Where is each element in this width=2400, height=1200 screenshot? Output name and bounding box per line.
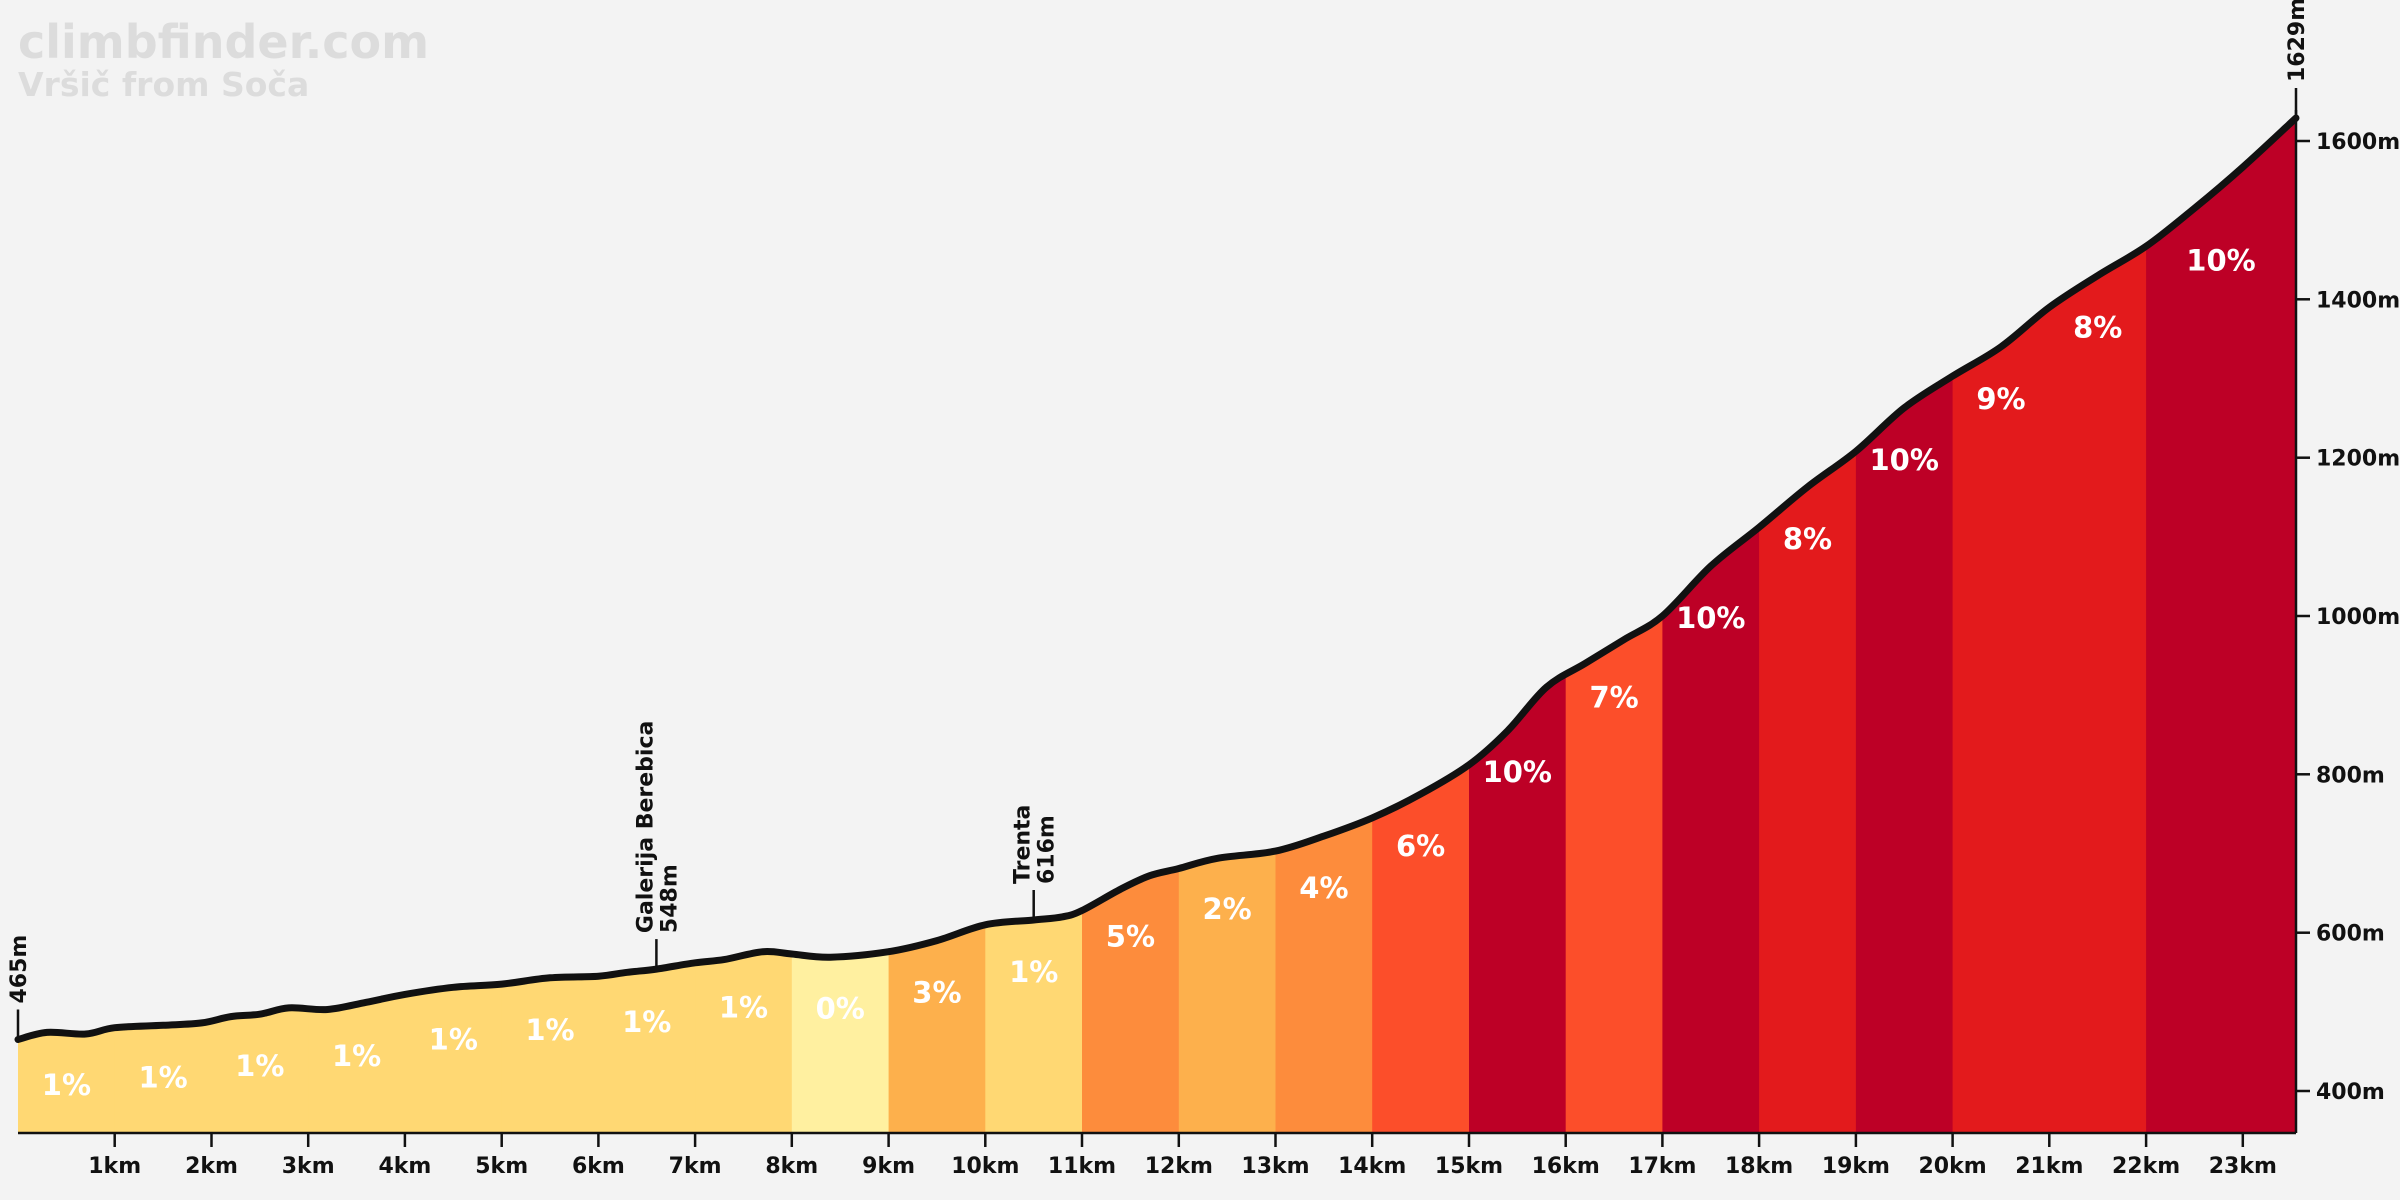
grade-segment bbox=[1178, 118, 1277, 1133]
distance-tick-label: 21km bbox=[2015, 1154, 2083, 1179]
elevation-tick-label: 1600m bbox=[2316, 130, 2400, 155]
elevation-profile-line bbox=[14, 114, 2300, 1043]
grade-segment bbox=[501, 118, 599, 1133]
grade-segment bbox=[1565, 118, 1663, 1133]
grade-segment bbox=[2146, 118, 2296, 1133]
grade-label: 0% bbox=[816, 991, 865, 1025]
grade-segment bbox=[1759, 118, 1857, 1133]
grade-label: 10% bbox=[2186, 243, 2255, 277]
grade-segment bbox=[888, 118, 986, 1133]
grade-segment bbox=[1275, 118, 1373, 1133]
points-of-interest: 465m Galerija Berebica 548m Trenta 616m 1629m bbox=[7, 0, 2310, 1037]
grade-label: 6% bbox=[1396, 829, 1445, 863]
poi-elevation-label: 616m bbox=[1035, 815, 1060, 884]
grade-label: 10% bbox=[1483, 755, 1552, 789]
grade-segments bbox=[18, 118, 2296, 1133]
grade-label: 1% bbox=[525, 1013, 574, 1047]
distance-tick-label: 11km bbox=[1048, 1154, 1116, 1179]
grade-label: 2% bbox=[1202, 892, 1251, 926]
distance-tick-label: 3km bbox=[282, 1154, 335, 1179]
grade-label: 3% bbox=[912, 976, 961, 1010]
grade-label: 7% bbox=[1589, 681, 1638, 715]
poi-elevation-label: 1629m bbox=[2285, 0, 2310, 82]
distance-tick-label: 12km bbox=[1145, 1154, 1213, 1179]
grade-label: 4% bbox=[1299, 871, 1348, 905]
elevation-tick-label: 1200m bbox=[2316, 447, 2400, 472]
grade-segment bbox=[791, 118, 890, 1133]
poi-elevation-label: 465m bbox=[7, 935, 32, 1004]
distance-tick-label: 16km bbox=[1532, 1154, 1600, 1179]
elevation-tick-label: 800m bbox=[2316, 763, 2385, 788]
distance-tick-label: 5km bbox=[475, 1154, 528, 1179]
grade-label: 1% bbox=[1009, 955, 1058, 989]
distance-tick-label: 20km bbox=[1919, 1154, 1987, 1179]
distance-tick-label: 23km bbox=[2209, 1154, 2277, 1179]
grade-segment bbox=[2049, 118, 2147, 1133]
grade-label: 10% bbox=[1869, 443, 1938, 477]
distance-tick-label: 4km bbox=[378, 1154, 431, 1179]
grade-segment bbox=[404, 118, 503, 1133]
grade-label: 8% bbox=[1783, 522, 1832, 556]
distance-tick-label: 22km bbox=[2112, 1154, 2180, 1179]
poi-name-label: Galerija Berebica bbox=[633, 721, 658, 933]
elevation-tick-label: 600m bbox=[2316, 922, 2385, 947]
climb-title: Vršič from Soča bbox=[18, 65, 309, 104]
grade-segment bbox=[18, 118, 116, 1133]
grade-label: 8% bbox=[2073, 311, 2122, 345]
elevation-tick-label: 400m bbox=[2316, 1080, 2385, 1105]
distance-tick-label: 9km bbox=[862, 1154, 915, 1179]
grade-label: 5% bbox=[1106, 920, 1155, 954]
grade-label: 1% bbox=[622, 1005, 671, 1039]
grade-segment bbox=[211, 118, 309, 1133]
grade-segment bbox=[1082, 118, 1180, 1133]
grade-label: 1% bbox=[138, 1060, 187, 1094]
distance-tick-label: 19km bbox=[1822, 1154, 1890, 1179]
distance-tick-label: 17km bbox=[1628, 1154, 1696, 1179]
grade-segment bbox=[1952, 118, 2050, 1133]
grade-segment bbox=[1855, 118, 1954, 1133]
grade-segment bbox=[114, 118, 212, 1133]
distance-tick-label: 18km bbox=[1725, 1154, 1793, 1179]
grade-label: 1% bbox=[429, 1022, 478, 1056]
grade-segment bbox=[1469, 118, 1567, 1133]
poi-elevation-label: 548m bbox=[657, 864, 682, 933]
grade-labels: 1% 1% 1% 1% 1% 1% 1% 1% 0% 3% 1% 5% 2% 4% 6% 10% 7% 10% 8%… bbox=[42, 243, 2256, 1102]
elevation-tick-label: 1400m bbox=[2316, 288, 2400, 313]
grade-label: 1% bbox=[332, 1039, 381, 1073]
site-watermark: climbfinder.com bbox=[18, 15, 429, 69]
grade-segment bbox=[1372, 118, 1470, 1133]
distance-tick-label: 1km bbox=[88, 1154, 141, 1179]
distance-tick-label: 13km bbox=[1241, 1154, 1309, 1179]
grade-label: 1% bbox=[235, 1049, 284, 1083]
poi-name-label: Trenta bbox=[1011, 805, 1036, 884]
distance-tick-label: 7km bbox=[669, 1154, 722, 1179]
grade-label: 9% bbox=[1976, 382, 2025, 416]
distance-tick-label: 8km bbox=[765, 1154, 818, 1179]
distance-tick-label: 2km bbox=[185, 1154, 238, 1179]
elevation-tick-label: 1000m bbox=[2316, 605, 2400, 630]
grade-segment bbox=[308, 118, 406, 1133]
distance-tick-label: 14km bbox=[1338, 1154, 1406, 1179]
grade-label: 1% bbox=[42, 1068, 91, 1102]
distance-axis: 1km 2km 3km 4km 5km 6km 7km 8km 9km 10km 11km 12km 1… bbox=[18, 1131, 2296, 1179]
distance-tick-label: 15km bbox=[1435, 1154, 1503, 1179]
distance-tick-label: 6km bbox=[572, 1154, 625, 1179]
elevation-axis: 400m 600m 800m 1000m 1200m 1400m 1600m bbox=[2294, 110, 2400, 1133]
grade-label: 10% bbox=[1676, 601, 1745, 635]
grade-label: 1% bbox=[719, 991, 768, 1025]
distance-tick-label: 10km bbox=[951, 1154, 1019, 1179]
